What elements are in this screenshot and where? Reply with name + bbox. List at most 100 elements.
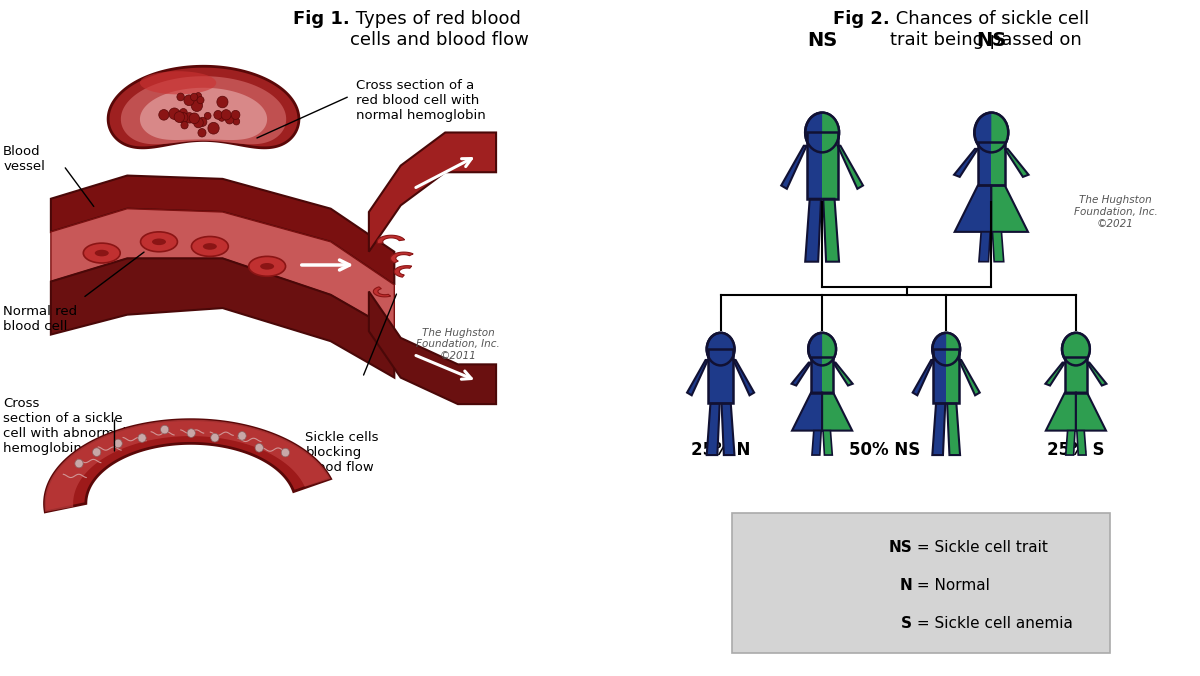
Polygon shape	[1064, 358, 1076, 393]
Text: Fig 1.: Fig 1.	[293, 10, 350, 28]
Polygon shape	[947, 404, 960, 455]
Circle shape	[176, 93, 185, 101]
Circle shape	[185, 113, 194, 123]
Text: Sickle cells
blocking
blood flow: Sickle cells blocking blood flow	[305, 431, 379, 474]
Circle shape	[233, 118, 240, 125]
Polygon shape	[947, 349, 959, 404]
Polygon shape	[954, 149, 978, 177]
Circle shape	[281, 448, 289, 457]
Text: = Normal: = Normal	[912, 578, 990, 593]
Polygon shape	[377, 235, 404, 244]
Polygon shape	[838, 146, 863, 189]
Circle shape	[180, 109, 187, 117]
Text: Types of red blood
cells and blood flow: Types of red blood cells and blood flow	[350, 10, 529, 49]
Polygon shape	[1066, 431, 1075, 455]
Circle shape	[198, 117, 206, 126]
Circle shape	[932, 333, 960, 366]
Circle shape	[197, 97, 204, 103]
Ellipse shape	[140, 71, 216, 95]
Circle shape	[181, 122, 188, 129]
Polygon shape	[991, 185, 1028, 232]
Circle shape	[211, 433, 220, 442]
Polygon shape	[947, 333, 960, 366]
Polygon shape	[140, 88, 268, 140]
Text: Cross
section of a sickle
cell with abnormal
hemoglobin strands: Cross section of a sickle cell with abno…	[4, 397, 136, 456]
Circle shape	[1062, 333, 1090, 366]
Text: 25% S: 25% S	[1048, 441, 1105, 458]
Polygon shape	[1004, 149, 1028, 177]
Text: = Sickle cell trait: = Sickle cell trait	[912, 540, 1049, 556]
Circle shape	[221, 110, 232, 120]
Circle shape	[204, 112, 211, 120]
Circle shape	[214, 110, 222, 119]
Text: 50% NS: 50% NS	[848, 441, 919, 458]
Circle shape	[196, 93, 202, 99]
Polygon shape	[822, 113, 839, 152]
Circle shape	[805, 113, 839, 152]
Polygon shape	[50, 176, 395, 285]
FancyBboxPatch shape	[732, 514, 1110, 652]
Circle shape	[174, 112, 185, 122]
Text: S: S	[901, 616, 912, 631]
Polygon shape	[1046, 393, 1076, 431]
Circle shape	[178, 112, 188, 123]
Ellipse shape	[203, 243, 217, 249]
Circle shape	[158, 110, 169, 120]
Circle shape	[184, 95, 194, 105]
Text: The Hughston
Foundation, Inc.
©2021: The Hughston Foundation, Inc. ©2021	[1074, 195, 1157, 228]
Circle shape	[226, 115, 234, 124]
Circle shape	[208, 122, 220, 134]
Ellipse shape	[140, 232, 178, 251]
Circle shape	[193, 118, 203, 128]
Text: The Hughston
Foundation, Inc.
©2011: The Hughston Foundation, Inc. ©2011	[416, 328, 499, 361]
Polygon shape	[822, 132, 838, 199]
Ellipse shape	[192, 237, 228, 256]
Ellipse shape	[83, 243, 120, 263]
Polygon shape	[991, 113, 1008, 152]
Circle shape	[217, 96, 228, 107]
Polygon shape	[720, 333, 734, 366]
Polygon shape	[44, 420, 330, 512]
Polygon shape	[792, 362, 811, 385]
Polygon shape	[812, 431, 821, 455]
Ellipse shape	[248, 256, 286, 276]
Circle shape	[191, 93, 198, 101]
Text: Chances of sickle cell
trait being passed on: Chances of sickle cell trait being passe…	[890, 10, 1090, 49]
Circle shape	[92, 448, 101, 456]
Polygon shape	[822, 393, 852, 431]
Circle shape	[187, 429, 196, 437]
Polygon shape	[368, 132, 496, 251]
Circle shape	[190, 113, 199, 124]
Circle shape	[218, 114, 226, 121]
Text: Fig 2.: Fig 2.	[833, 10, 890, 28]
Polygon shape	[373, 287, 390, 297]
Circle shape	[138, 434, 146, 442]
Polygon shape	[50, 258, 395, 378]
Circle shape	[974, 113, 1008, 152]
Polygon shape	[1045, 362, 1064, 385]
Circle shape	[169, 108, 180, 120]
Text: Blood
vessel: Blood vessel	[4, 145, 46, 173]
Circle shape	[74, 459, 83, 468]
Polygon shape	[1076, 393, 1106, 431]
Polygon shape	[811, 358, 822, 393]
Polygon shape	[979, 232, 990, 262]
Polygon shape	[823, 199, 839, 262]
Polygon shape	[44, 420, 330, 512]
Text: N: N	[900, 578, 912, 593]
Circle shape	[232, 110, 240, 120]
Polygon shape	[707, 404, 720, 455]
Polygon shape	[368, 291, 496, 404]
Polygon shape	[1076, 333, 1090, 366]
Polygon shape	[934, 349, 947, 404]
Polygon shape	[991, 143, 1004, 185]
Polygon shape	[822, 333, 836, 366]
Polygon shape	[708, 349, 720, 404]
Polygon shape	[688, 360, 708, 395]
Circle shape	[707, 333, 734, 366]
Text: NS: NS	[806, 30, 838, 49]
Polygon shape	[1076, 358, 1087, 393]
Polygon shape	[822, 358, 833, 393]
Polygon shape	[978, 143, 991, 185]
Polygon shape	[108, 66, 299, 148]
